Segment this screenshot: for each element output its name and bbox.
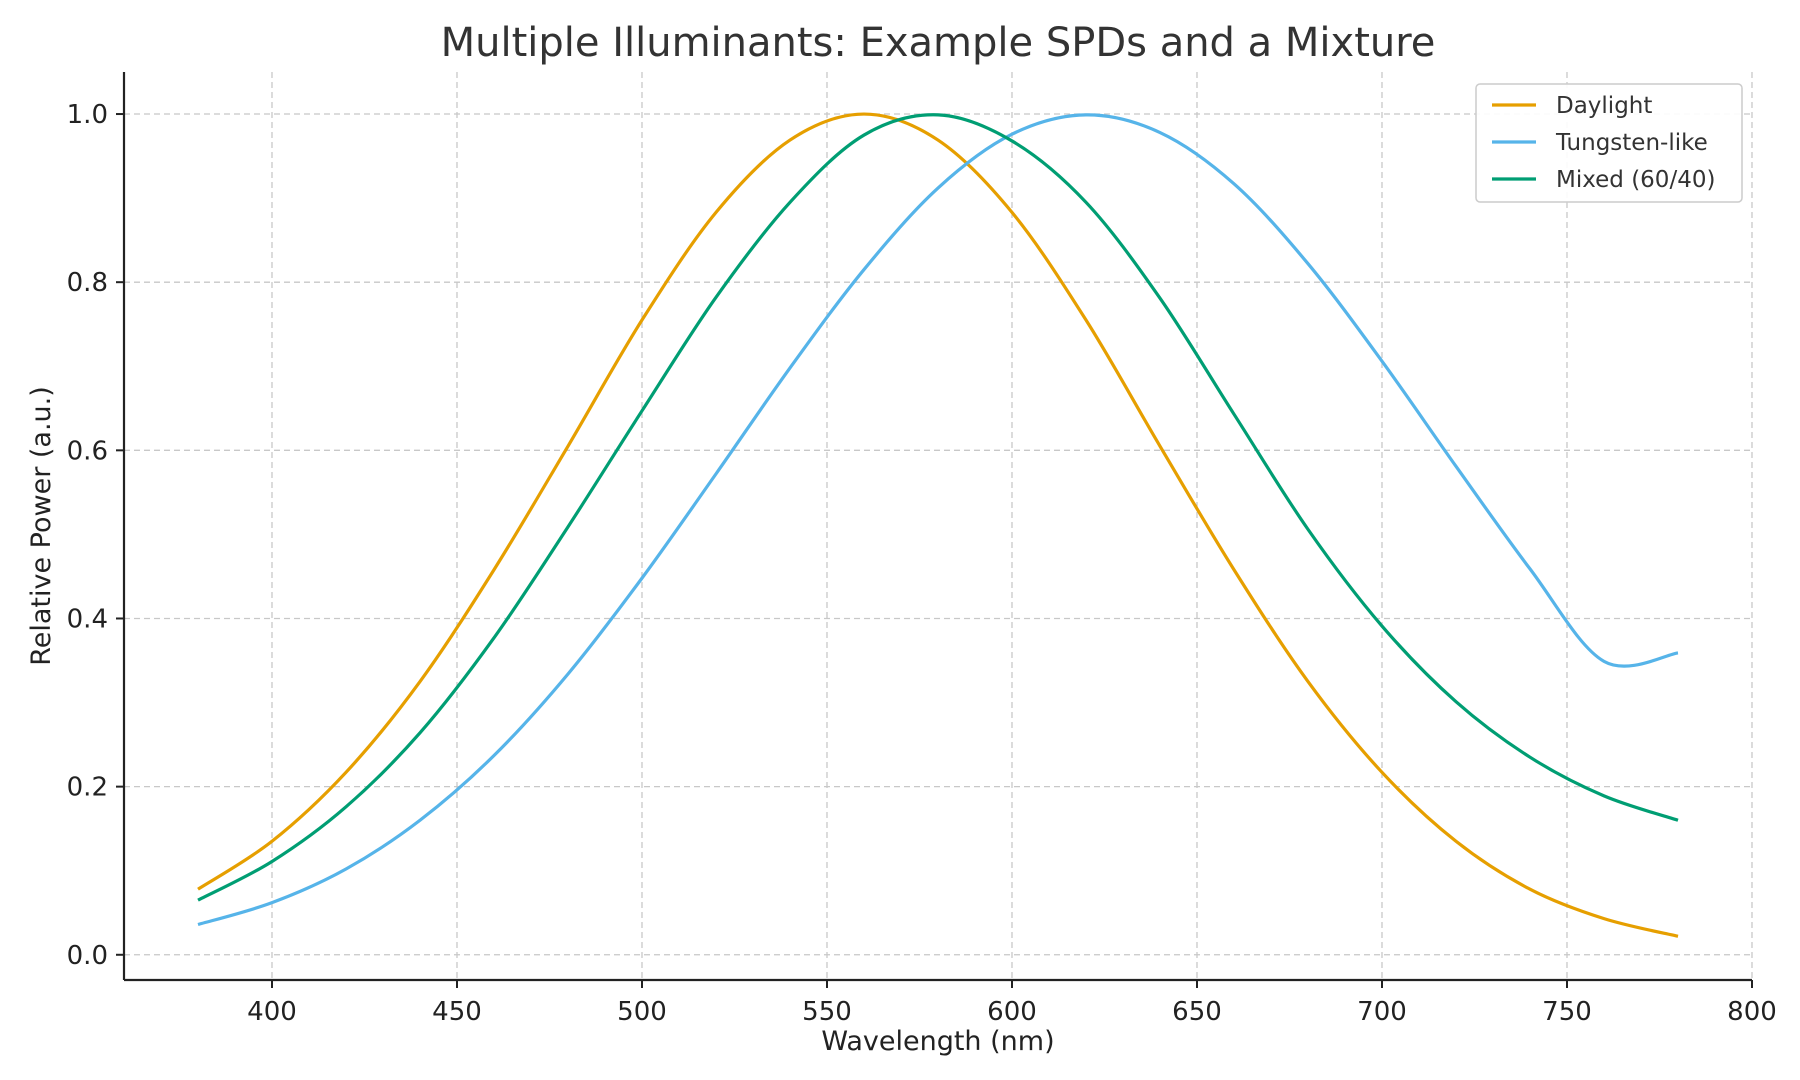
chart-title: Multiple Illuminants: Example SPDs and a… [441,20,1436,66]
x-tick-label: 450 [432,997,482,1027]
axes-layer [122,72,1752,982]
x-tick-label: 400 [247,997,297,1027]
x-tick-label: 600 [987,997,1037,1027]
x-tick-label: 650 [1172,997,1222,1027]
y-tick-label: 0.6 [67,436,108,466]
legend-label-tungsten-like: Tungsten-like [1555,130,1708,156]
x-tick-label: 800 [1727,997,1777,1027]
y-tick-label: 0.4 [67,604,108,634]
x-tick-label: 750 [1542,997,1592,1027]
x-tick-label: 500 [617,997,667,1027]
y-axis-label: Relative Power (a.u.) [26,386,57,666]
x-axis-label: Wavelength (nm) [821,1026,1054,1057]
legend-frame [1475,83,1743,203]
series-line-daylight [197,112,1679,938]
ticks-layer: 400 450 500 550 600 650 700 750 800 0.0 0.2 0.4 0.6 0… [67,100,1777,1027]
y-tick-label: 1.0 [67,100,108,130]
x-tick-label: 700 [1357,997,1407,1027]
legend: Daylight Tungsten-like Mixed (60/40) [1475,83,1743,203]
legend-label-mixed-60-40: Mixed (60/40) [1556,167,1715,193]
y-tick-label: 0.2 [67,773,108,803]
y-tick-label: 0.0 [67,941,108,971]
x-tick-label: 550 [802,997,852,1027]
series-line-mixed-60-40 [197,113,1679,902]
series-layer [197,112,1679,938]
series-line-tungsten-like [197,113,1679,927]
y-tick-label: 0.8 [67,268,108,298]
legend-label-daylight: Daylight [1556,93,1652,119]
legend-items: Daylight Tungsten-like Mixed (60/40) [1492,93,1715,193]
